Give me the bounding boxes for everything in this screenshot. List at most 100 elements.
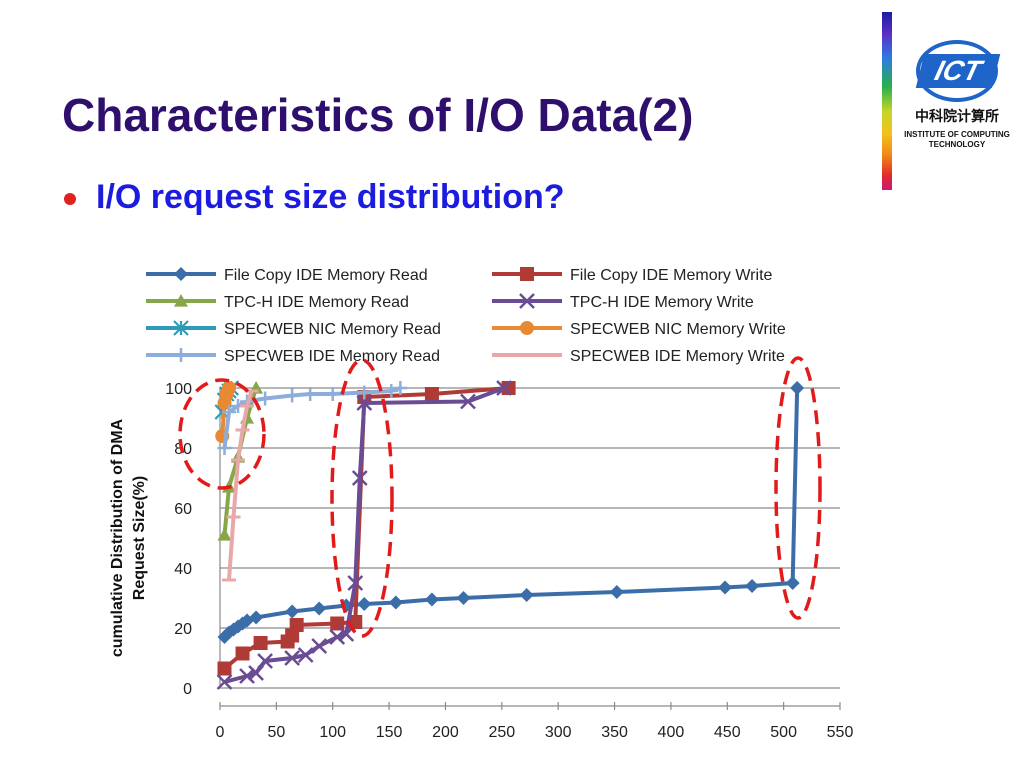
data-point xyxy=(285,388,300,403)
data-point xyxy=(248,665,264,681)
series-7 xyxy=(222,389,259,582)
legend-item: TPC-H IDE Memory Read xyxy=(146,294,409,311)
annotation-ellipse xyxy=(178,378,266,490)
logo-english-text: INSTITUTE OF COMPUTING TECHNOLOGY xyxy=(900,130,1014,150)
logo-chinese-text: 中科院计算所 xyxy=(915,109,999,125)
y-tick-label: 100 xyxy=(165,381,192,398)
data-point xyxy=(217,661,232,676)
data-point xyxy=(312,601,327,616)
data-point xyxy=(303,387,318,401)
data-point xyxy=(222,405,237,419)
data-point xyxy=(357,597,372,611)
logo-english-line2: TECHNOLOGY xyxy=(928,140,986,149)
legend-marker xyxy=(520,267,534,281)
ict-logo: ICT 中科院计算所 INSTITUTE OF COMPUTING TECHNO… xyxy=(900,40,1020,160)
bullet-item: I/O request size distribution? xyxy=(64,178,565,217)
data-point xyxy=(217,441,232,455)
legend-label: File Copy IDE Memory Write xyxy=(570,267,773,284)
legend-label: SPECWEB IDE Memory Read xyxy=(224,348,440,365)
legend-marker xyxy=(519,293,535,309)
data-point xyxy=(384,384,399,398)
legend-item: SPECWEB IDE Memory Read xyxy=(146,348,440,365)
data-point xyxy=(325,387,340,401)
legend-item: File Copy IDE Memory Write xyxy=(492,267,773,284)
legend-item: SPECWEB NIC Memory Read xyxy=(146,320,441,338)
data-point xyxy=(258,391,273,406)
chart-gridlines xyxy=(220,387,840,689)
legend-marker xyxy=(174,294,188,307)
series-0 xyxy=(217,381,805,644)
data-point xyxy=(289,618,304,632)
legend-label: File Copy IDE Memory Read xyxy=(224,267,428,284)
data-point xyxy=(249,610,264,625)
y-tick-label: 60 xyxy=(174,501,192,518)
legend-marker xyxy=(174,348,188,362)
data-point xyxy=(609,585,624,599)
x-tick-label: 50 xyxy=(267,724,285,741)
legend-marker xyxy=(174,267,188,281)
data-point xyxy=(496,380,512,396)
data-point xyxy=(393,381,408,395)
data-point xyxy=(357,385,372,400)
x-tick-label: 550 xyxy=(827,724,854,741)
annotation-ellipse xyxy=(330,358,394,638)
data-point xyxy=(460,393,476,410)
y-tick-label: 40 xyxy=(174,561,192,578)
data-point xyxy=(235,646,250,661)
legend-label: SPECWEB IDE Memory Write xyxy=(570,348,785,365)
legend-item: SPECWEB NIC Memory Write xyxy=(492,321,786,338)
data-point xyxy=(311,638,328,654)
x-tick-label: 400 xyxy=(658,724,685,741)
data-point xyxy=(329,629,346,645)
legend-item: TPC-H IDE Memory Write xyxy=(492,293,754,311)
annotation-ellipse xyxy=(774,356,822,620)
x-tick-label: 100 xyxy=(319,724,346,741)
chart-annotations xyxy=(178,356,822,638)
chart-series xyxy=(214,380,805,690)
legend-label: SPECWEB NIC Memory Read xyxy=(224,321,441,338)
data-point xyxy=(257,653,273,669)
data-point xyxy=(501,381,516,395)
data-point xyxy=(297,647,314,663)
legend-label: SPECWEB NIC Memory Write xyxy=(570,321,786,338)
logo-english-line1: INSTITUTE OF COMPUTING xyxy=(904,130,1010,139)
x-tick-label: 200 xyxy=(432,724,459,741)
legend-label: TPC-H IDE Memory Write xyxy=(570,294,754,311)
data-point xyxy=(356,395,373,411)
series-line xyxy=(223,387,800,639)
legend-label: TPC-H IDE Memory Read xyxy=(224,294,409,311)
legend-marker xyxy=(520,321,534,335)
series-line xyxy=(223,386,509,671)
decorative-rainbow-bar xyxy=(882,12,892,190)
x-tick-label: 450 xyxy=(714,724,741,741)
slide-title: Characteristics of I/O Data(2) xyxy=(62,89,694,141)
data-point xyxy=(239,668,255,684)
series-6 xyxy=(217,381,408,455)
data-point xyxy=(253,636,268,650)
x-tick-label: 300 xyxy=(545,724,572,741)
x-tick-label: 0 xyxy=(216,724,225,741)
data-point xyxy=(388,595,403,610)
data-point xyxy=(745,579,760,593)
bullet-dot-icon xyxy=(64,192,76,205)
data-point xyxy=(284,650,301,666)
data-point xyxy=(790,381,805,395)
chart-legend: File Copy IDE Memory Read File Copy IDE M… xyxy=(146,267,786,365)
y-tick-label: 20 xyxy=(174,621,192,638)
data-point xyxy=(519,588,534,602)
bullet-text: I/O request size distribution? xyxy=(96,178,565,216)
data-point xyxy=(347,575,364,591)
x-tick-label: 250 xyxy=(488,724,515,741)
data-point xyxy=(216,674,233,690)
data-point xyxy=(424,387,439,401)
data-point xyxy=(222,381,237,395)
x-tick-label: 500 xyxy=(770,724,797,741)
data-point xyxy=(785,576,800,590)
data-point xyxy=(424,592,439,607)
x-tick-label: 150 xyxy=(376,724,403,741)
data-point xyxy=(456,591,471,605)
y-tick-label: 0 xyxy=(183,681,192,698)
x-tick-label: 350 xyxy=(601,724,628,741)
